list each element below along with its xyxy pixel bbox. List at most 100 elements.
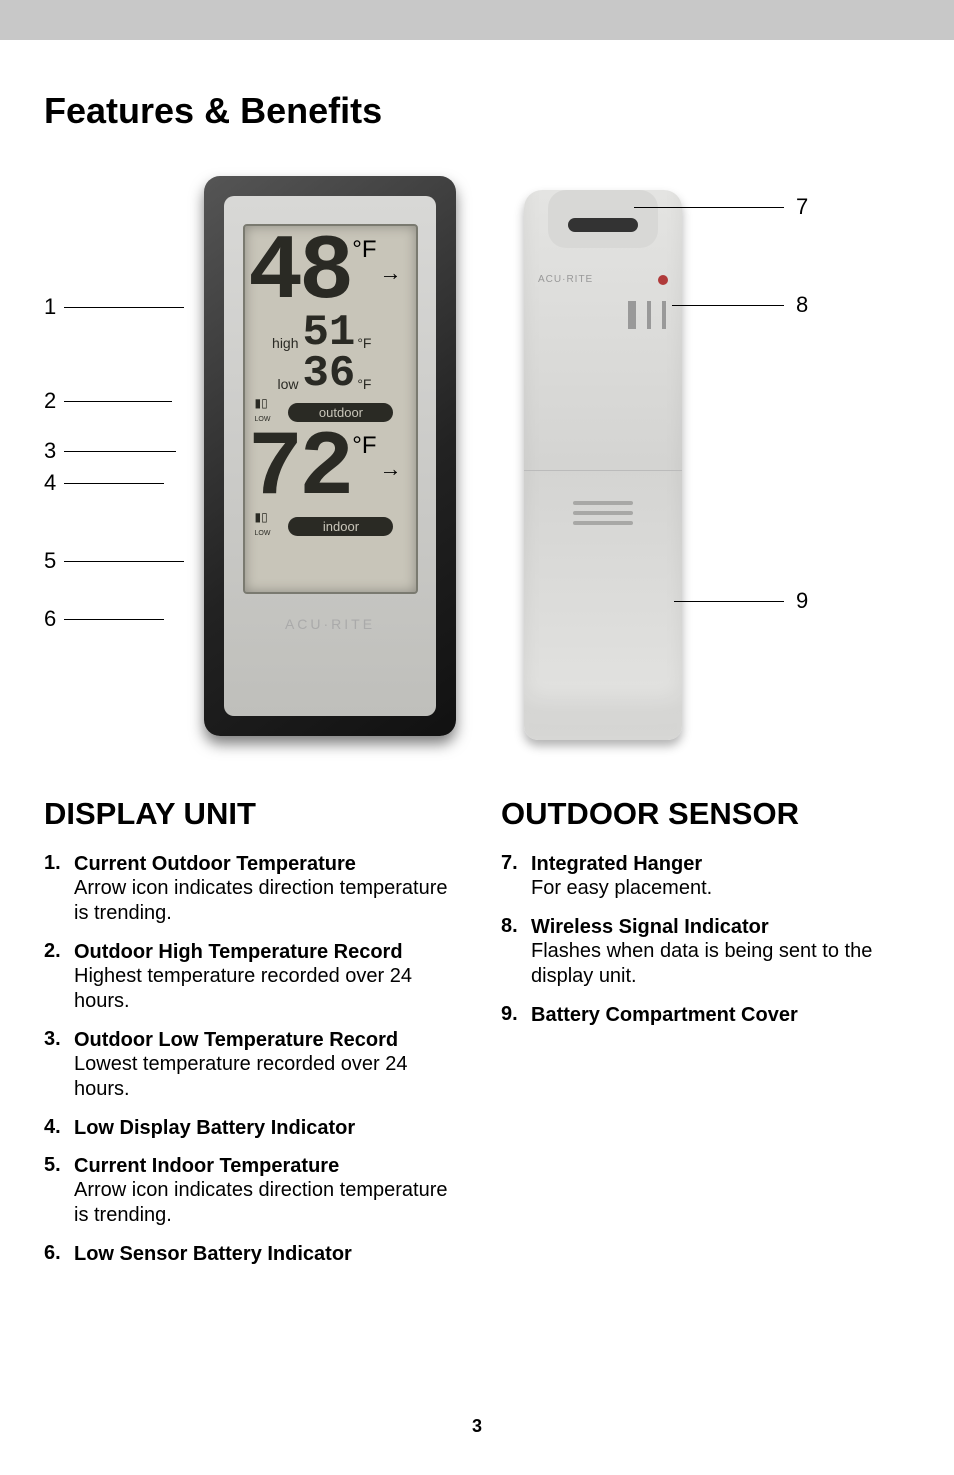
callout-number: 9 bbox=[796, 588, 808, 614]
header-bar bbox=[0, 0, 954, 40]
feature-number: 6. bbox=[44, 1242, 74, 1266]
low-unit: °F bbox=[357, 376, 371, 392]
high-unit: °F bbox=[357, 335, 371, 351]
signal-led-icon bbox=[658, 275, 668, 285]
callout-line bbox=[64, 401, 172, 402]
sensor-brand: ACU·RITE bbox=[538, 274, 593, 285]
callout-9: 9 bbox=[674, 588, 808, 614]
feature-title: Wireless Signal Indicator bbox=[531, 915, 910, 939]
outdoor-temp: 48 °F → bbox=[255, 236, 406, 310]
display-unit-column: DISPLAY UNIT 1. Current Outdoor Temperat… bbox=[44, 796, 453, 1280]
feature-desc: Highest temperature recorded over 24 hou… bbox=[74, 964, 453, 1014]
callout-line bbox=[64, 561, 184, 562]
feature-number: 3. bbox=[44, 1028, 74, 1102]
sensor-figure: ACU·RITE 7 8 9 bbox=[464, 176, 874, 740]
feature-item: 4. Low Display Battery Indicator bbox=[44, 1116, 453, 1140]
page-title: Features & Benefits bbox=[44, 90, 910, 132]
callout-number: 7 bbox=[796, 194, 808, 220]
sensor-logo-row: ACU·RITE bbox=[524, 248, 682, 285]
indoor-section-label: indoor bbox=[288, 517, 393, 536]
sensor-vents bbox=[628, 301, 666, 329]
low-row: low 36 °F bbox=[255, 357, 406, 392]
display-feature-list: 1. Current Outdoor Temperature Arrow ico… bbox=[44, 852, 453, 1266]
feature-title: Integrated Hanger bbox=[531, 852, 712, 876]
battery-cover bbox=[524, 470, 682, 740]
battery-cover-grip bbox=[573, 501, 633, 525]
feature-number: 1. bbox=[44, 852, 74, 926]
feature-text: Outdoor Low Temperature Record Lowest te… bbox=[74, 1028, 453, 1102]
feature-title: Low Sensor Battery Indicator bbox=[74, 1242, 352, 1266]
callout-line bbox=[674, 601, 784, 602]
high-row: high 51 °F bbox=[255, 316, 406, 351]
feature-title: Battery Compartment Cover bbox=[531, 1003, 798, 1027]
trend-arrow-icon: → bbox=[380, 264, 402, 282]
high-value: 51 bbox=[303, 316, 356, 351]
feature-number: 7. bbox=[501, 852, 531, 901]
feature-item: 9. Battery Compartment Cover bbox=[501, 1003, 910, 1027]
feature-item: 1. Current Outdoor Temperature Arrow ico… bbox=[44, 852, 453, 926]
feature-title: Outdoor Low Temperature Record bbox=[74, 1028, 453, 1052]
lcd-screen: 48 °F → high 51 °F low 36 °F bbox=[243, 224, 418, 594]
display-unit-figure: 1 2 3 4 5 6 48 °F → high 51 °F bbox=[44, 176, 464, 736]
feature-text: Low Sensor Battery Indicator bbox=[74, 1242, 352, 1266]
callout-4: 4 bbox=[44, 470, 164, 496]
callout-2: 2 bbox=[44, 388, 172, 414]
display-unit-heading: DISPLAY UNIT bbox=[44, 796, 453, 832]
indoor-temp-value: 72 bbox=[248, 432, 350, 506]
callout-3: 3 bbox=[44, 438, 176, 464]
feature-text: Integrated Hanger For easy placement. bbox=[531, 852, 712, 901]
callout-line bbox=[64, 483, 164, 484]
callout-6: 6 bbox=[44, 606, 164, 632]
feature-title: Current Outdoor Temperature bbox=[74, 852, 453, 876]
feature-desc: For easy placement. bbox=[531, 876, 712, 901]
low-battery-icon: ▮▯LOW bbox=[255, 510, 271, 538]
callout-number: 8 bbox=[796, 292, 808, 318]
feature-item: 2. Outdoor High Temperature Record Highe… bbox=[44, 940, 453, 1014]
callout-line bbox=[634, 207, 784, 208]
callout-line bbox=[64, 307, 184, 308]
callout-number: 1 bbox=[44, 294, 64, 320]
feature-title: Low Display Battery Indicator bbox=[74, 1116, 355, 1140]
callout-number: 3 bbox=[44, 438, 64, 464]
outdoor-temp-unit: °F bbox=[352, 240, 376, 259]
indoor-temp-unit: °F bbox=[352, 436, 376, 455]
indoor-temp: 72 °F → bbox=[255, 432, 406, 506]
feature-number: 2. bbox=[44, 940, 74, 1014]
feature-item: 6. Low Sensor Battery Indicator bbox=[44, 1242, 453, 1266]
low-value: 36 bbox=[303, 357, 356, 392]
callout-7: 7 bbox=[634, 194, 808, 220]
feature-number: 4. bbox=[44, 1116, 74, 1140]
feature-text: Wireless Signal Indicator Flashes when d… bbox=[531, 915, 910, 989]
outdoor-temp-value: 48 bbox=[248, 236, 350, 310]
page-number: 3 bbox=[0, 1416, 954, 1437]
callout-line bbox=[64, 619, 164, 620]
feature-title: Current Indoor Temperature bbox=[74, 1154, 453, 1178]
callout-8: 8 bbox=[672, 292, 808, 318]
feature-desc: Arrow icon indicates direction temperatu… bbox=[74, 1178, 453, 1228]
feature-number: 8. bbox=[501, 915, 531, 989]
callout-line bbox=[64, 451, 176, 452]
callout-line bbox=[672, 305, 784, 306]
feature-text: Current Outdoor Temperature Arrow icon i… bbox=[74, 852, 453, 926]
feature-columns: DISPLAY UNIT 1. Current Outdoor Temperat… bbox=[44, 796, 910, 1280]
high-label: high bbox=[255, 335, 299, 351]
display-bezel: 48 °F → high 51 °F low 36 °F bbox=[224, 196, 436, 716]
outdoor-sensor-heading: OUTDOOR SENSOR bbox=[501, 796, 910, 832]
trend-arrow-icon: → bbox=[380, 460, 402, 478]
feature-number: 9. bbox=[501, 1003, 531, 1027]
page-content: Features & Benefits 1 2 3 4 5 6 48 °F → high … bbox=[0, 40, 954, 1280]
low-label: low bbox=[255, 376, 299, 392]
feature-item: 7. Integrated Hanger For easy placement. bbox=[501, 852, 910, 901]
feature-text: Low Display Battery Indicator bbox=[74, 1116, 355, 1140]
feature-item: 3. Outdoor Low Temperature Record Lowest… bbox=[44, 1028, 453, 1102]
callout-number: 5 bbox=[44, 548, 64, 574]
callout-number: 2 bbox=[44, 388, 64, 414]
feature-text: Outdoor High Temperature Record Highest … bbox=[74, 940, 453, 1014]
feature-desc: Arrow icon indicates direction temperatu… bbox=[74, 876, 453, 926]
brand-logo: ACU·RITE bbox=[285, 616, 375, 632]
feature-desc: Lowest temperature recorded over 24 hour… bbox=[74, 1052, 453, 1102]
feature-title: Outdoor High Temperature Record bbox=[74, 940, 453, 964]
feature-number: 5. bbox=[44, 1154, 74, 1228]
feature-text: Battery Compartment Cover bbox=[531, 1003, 798, 1027]
display-device: 48 °F → high 51 °F low 36 °F bbox=[204, 176, 456, 736]
